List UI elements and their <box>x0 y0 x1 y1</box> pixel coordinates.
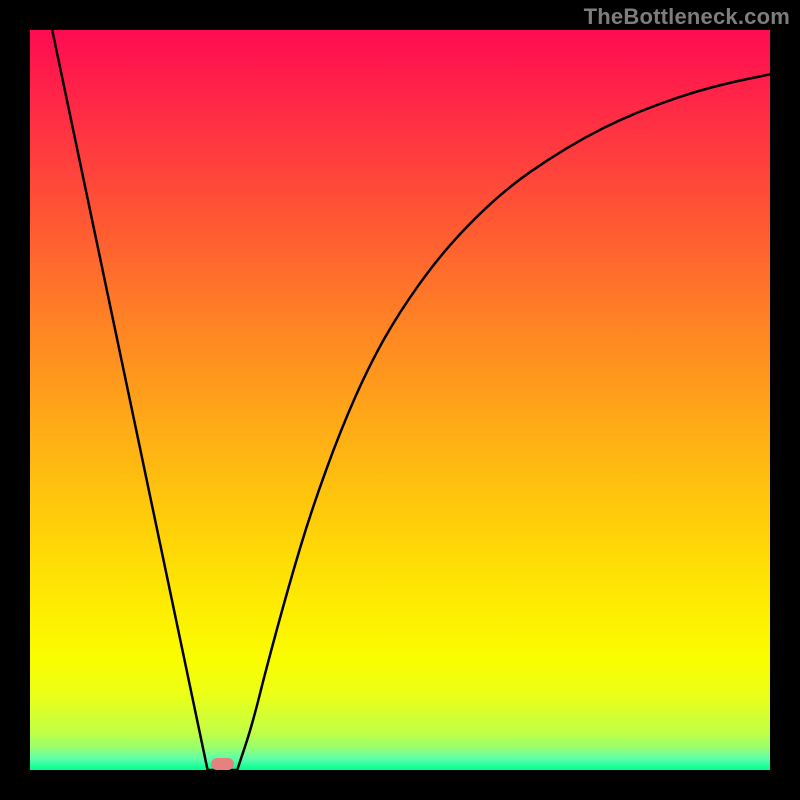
outer-frame: TheBottleneck.com <box>0 0 800 800</box>
bottleneck-curve <box>30 30 770 770</box>
plot-area <box>30 30 770 770</box>
optimal-marker <box>211 758 235 770</box>
watermark-label: TheBottleneck.com <box>584 4 790 30</box>
